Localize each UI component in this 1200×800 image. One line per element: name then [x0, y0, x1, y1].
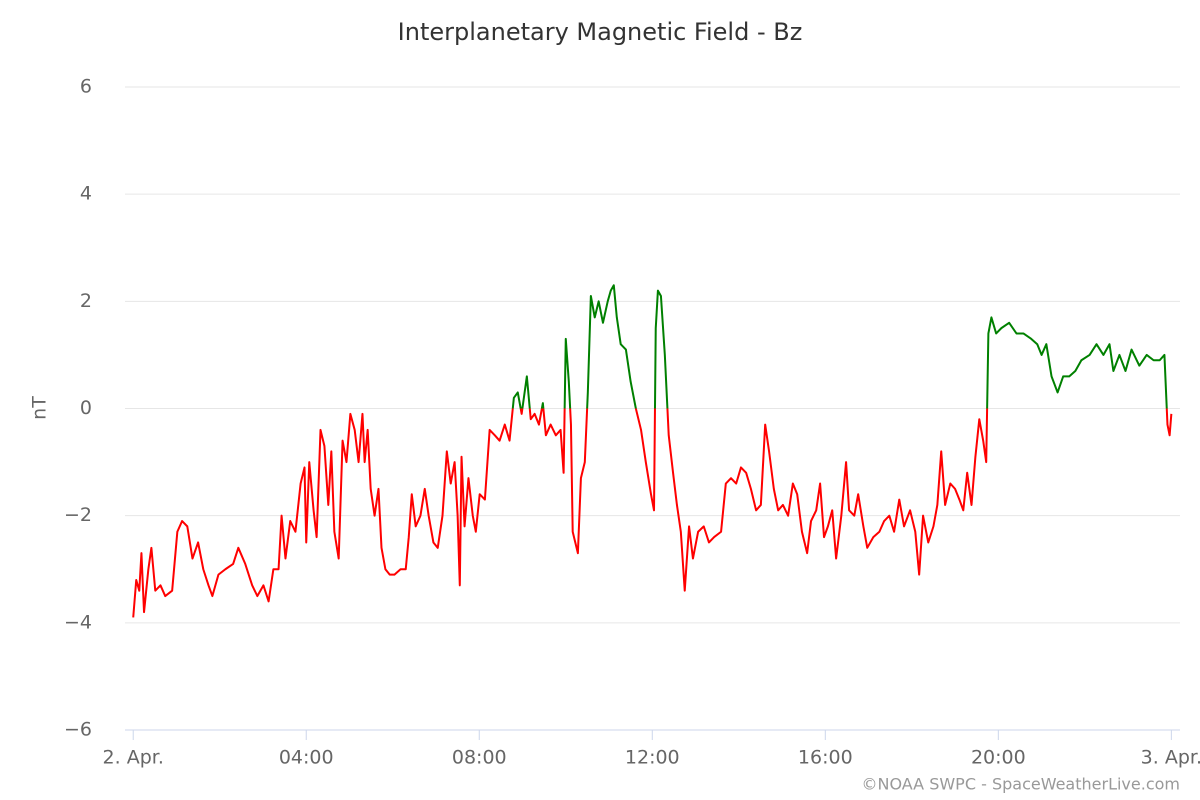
data-line — [132, 284, 1173, 618]
y-tick-label: 6 — [80, 76, 92, 98]
y-tick-label: 4 — [80, 183, 92, 205]
y-tick-label: −4 — [64, 611, 92, 633]
x-tick-label: 3. Apr. — [1141, 747, 1200, 769]
y-tick-label: −6 — [64, 719, 92, 741]
credit: ©NOAA SWPC - SpaceWeatherLive.com — [862, 775, 1181, 794]
y-tick-label: 2 — [80, 290, 92, 312]
chart-title: Interplanetary Magnetic Field - Bz — [398, 18, 803, 46]
x-tick-label: 04:00 — [279, 747, 334, 769]
x-tick-label: 08:00 — [452, 747, 507, 769]
x-tick-label: 12:00 — [625, 747, 680, 769]
x-tick-label: 16:00 — [798, 747, 853, 769]
y-axis-label: nT — [29, 396, 51, 420]
y-tick-label: 0 — [80, 397, 92, 419]
x-tick-label: 2. Apr. — [103, 747, 164, 769]
y-tick-label: −2 — [64, 504, 92, 526]
x-tick-label: 20:00 — [971, 747, 1026, 769]
